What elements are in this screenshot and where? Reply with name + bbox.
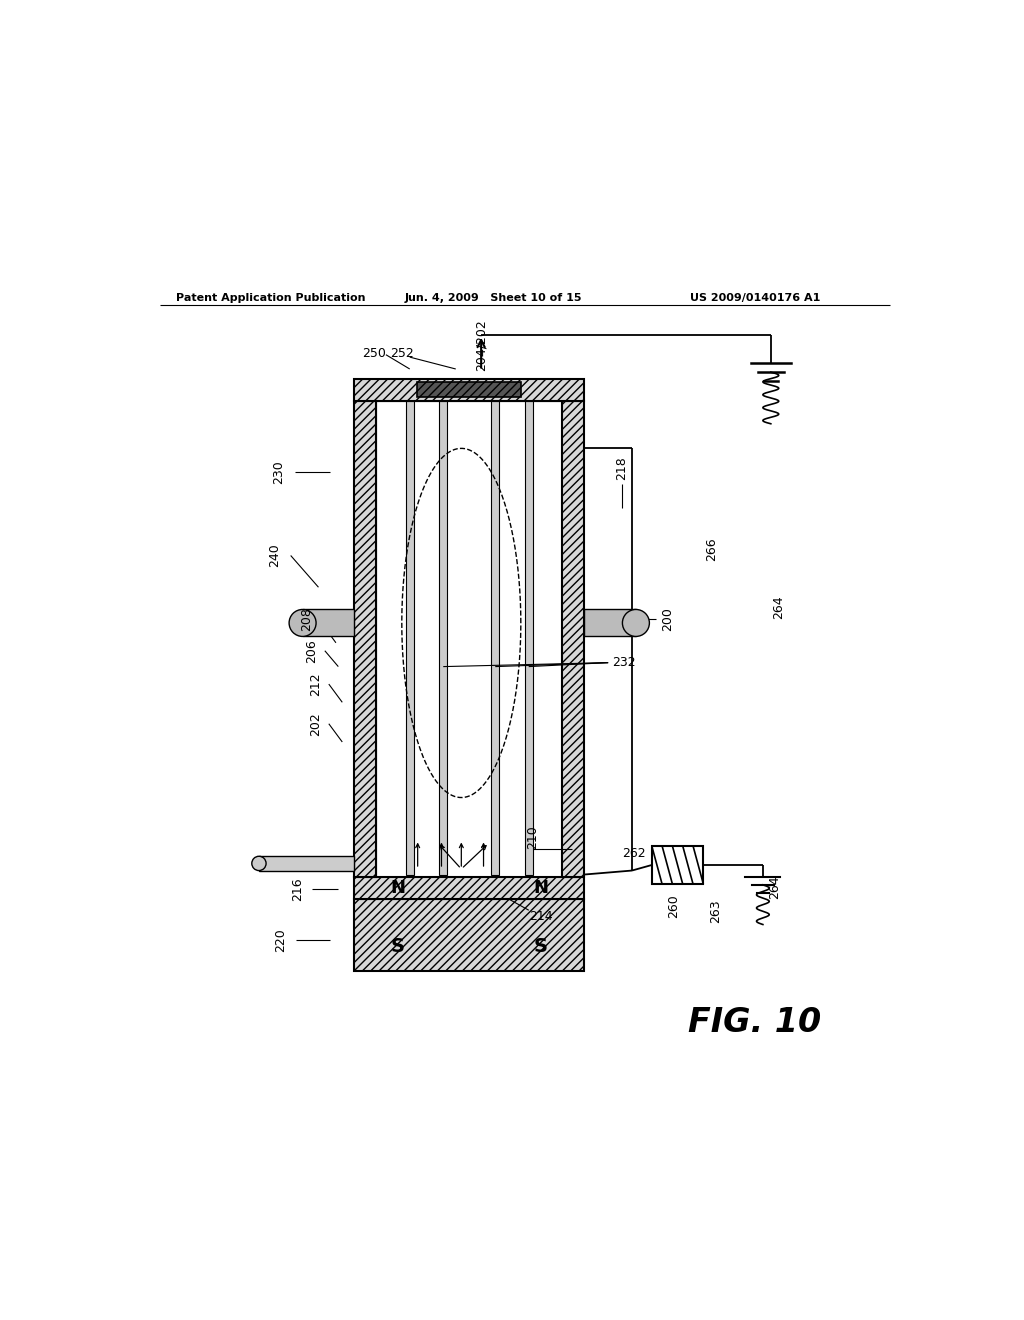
Text: S: S <box>534 937 548 956</box>
Text: 232: 232 <box>612 656 636 669</box>
Text: US 2009/0140176 A1: US 2009/0140176 A1 <box>690 293 820 302</box>
Bar <box>303 610 354 636</box>
Bar <box>354 401 377 876</box>
Text: 264: 264 <box>768 875 781 899</box>
Text: 230: 230 <box>272 461 286 484</box>
Text: 264: 264 <box>772 595 785 619</box>
Bar <box>562 401 585 876</box>
Text: 262: 262 <box>622 846 645 859</box>
Text: 263: 263 <box>709 899 722 923</box>
Text: 208: 208 <box>300 607 313 631</box>
Text: N: N <box>390 879 406 898</box>
Text: 218: 218 <box>615 457 628 480</box>
Bar <box>585 610 636 636</box>
Text: 250: 250 <box>362 347 386 359</box>
Text: N: N <box>534 879 548 898</box>
Circle shape <box>252 857 266 871</box>
Text: 202: 202 <box>309 711 323 735</box>
Bar <box>259 857 354 871</box>
Text: 210: 210 <box>526 825 540 849</box>
Text: 206: 206 <box>305 639 318 663</box>
Bar <box>418 383 521 397</box>
Text: 240: 240 <box>268 544 282 568</box>
Bar <box>439 401 447 875</box>
Bar <box>492 401 500 875</box>
Text: 212: 212 <box>309 672 323 696</box>
Circle shape <box>289 610 316 636</box>
Bar <box>406 401 414 875</box>
Text: FIG. 10: FIG. 10 <box>688 1006 821 1039</box>
Text: S: S <box>391 937 404 956</box>
Bar <box>524 401 532 875</box>
Bar <box>377 401 562 876</box>
Text: 260: 260 <box>668 895 681 919</box>
Bar <box>652 846 703 884</box>
Text: 216: 216 <box>292 876 304 900</box>
Bar <box>354 379 585 401</box>
Text: 266: 266 <box>705 537 718 561</box>
Text: Patent Application Publication: Patent Application Publication <box>176 293 366 302</box>
Text: 204/202: 204/202 <box>475 319 487 371</box>
Text: 200: 200 <box>662 607 674 631</box>
Bar <box>354 876 585 899</box>
Text: Jun. 4, 2009   Sheet 10 of 15: Jun. 4, 2009 Sheet 10 of 15 <box>404 293 582 302</box>
Circle shape <box>623 610 649 636</box>
Bar <box>354 899 585 970</box>
Text: 214: 214 <box>528 909 553 923</box>
Text: 220: 220 <box>273 928 287 952</box>
Text: 252: 252 <box>390 347 414 359</box>
